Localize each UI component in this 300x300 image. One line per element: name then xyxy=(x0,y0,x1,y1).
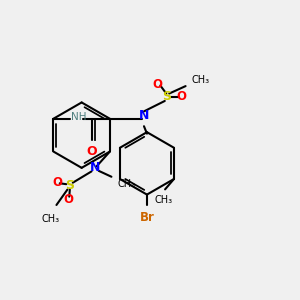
Text: CH₃: CH₃ xyxy=(191,75,210,85)
Text: O: O xyxy=(152,78,162,91)
Text: S: S xyxy=(65,179,74,192)
Text: O: O xyxy=(52,176,62,189)
Text: Br: Br xyxy=(140,211,154,224)
Text: CH₃: CH₃ xyxy=(154,195,172,205)
Text: N: N xyxy=(90,161,100,174)
Text: NH: NH xyxy=(70,112,86,122)
Text: O: O xyxy=(176,90,186,103)
Text: N: N xyxy=(139,109,149,122)
Text: O: O xyxy=(63,194,73,206)
Text: O: O xyxy=(87,145,97,158)
Text: CH₃: CH₃ xyxy=(41,214,60,224)
Text: S: S xyxy=(162,90,171,103)
Text: CH₃: CH₃ xyxy=(117,179,136,189)
